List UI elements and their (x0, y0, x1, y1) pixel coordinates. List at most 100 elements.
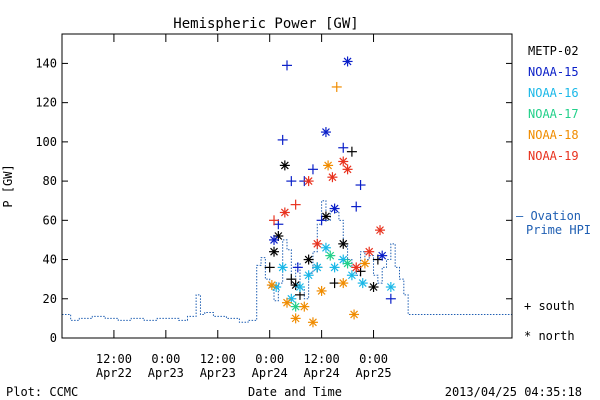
series-noaa-15 (269, 56, 396, 304)
plot-area (62, 56, 512, 328)
north-marker (307, 317, 318, 328)
south-marker (385, 293, 396, 304)
south-marker (286, 274, 297, 285)
north-marker (323, 160, 334, 171)
south-marker (282, 60, 292, 71)
north-marker (338, 238, 349, 249)
north-marker (299, 301, 310, 312)
x-axis: 12:00Apr220:00Apr2312:00Apr230:00Apr2412… (96, 34, 392, 380)
north-marker (351, 262, 362, 273)
x-tick-label-time: 12:00 (200, 352, 236, 366)
north-marker (279, 160, 290, 171)
x-tick-label-time: 0:00 (151, 352, 180, 366)
north-marker (329, 262, 340, 273)
x-tick-label-date: Apr23 (200, 366, 236, 380)
footer-timestamp: 2013/04/25 04:35:18 (445, 385, 582, 399)
north-marker (329, 203, 340, 214)
north-marker (327, 172, 338, 183)
legend-marker-south: + south (524, 299, 575, 313)
legend-entry-noaa-19: NOAA-19 (528, 149, 579, 163)
legend-entry-metp-02: METP-02 (528, 44, 579, 58)
south-marker (346, 146, 357, 157)
chart-title: Hemispheric Power [GW] (173, 16, 358, 32)
north-marker (269, 234, 280, 245)
series-noaa-17 (290, 250, 353, 312)
x-tick-label-time: 0:00 (255, 352, 284, 366)
north-marker (320, 127, 331, 138)
south-marker (269, 215, 280, 226)
x-tick-label-time: 12:00 (304, 352, 340, 366)
north-marker (364, 246, 375, 257)
legend-entry-noaa-17: NOAA-17 (528, 107, 579, 121)
south-marker (338, 142, 349, 153)
north-marker (290, 313, 301, 324)
north-marker (338, 156, 349, 167)
y-tick-label: 100 (35, 135, 57, 149)
north-marker (375, 225, 386, 236)
y-tick-label: 120 (35, 96, 57, 110)
y-tick-label: 20 (43, 292, 57, 306)
legend-entry-noaa-18: NOAA-18 (528, 128, 579, 142)
south-marker (292, 262, 303, 273)
south-marker (307, 164, 318, 175)
north-marker (303, 270, 314, 281)
north-marker (342, 164, 353, 175)
x-tick-label-date: Apr25 (355, 366, 391, 380)
y-tick-label: 0 (50, 331, 57, 345)
north-marker (342, 56, 353, 67)
south-marker (316, 215, 327, 226)
south-marker (277, 134, 288, 145)
y-tick-label: 140 (35, 56, 57, 70)
north-marker (325, 250, 336, 261)
north-marker (312, 262, 323, 273)
plot-frame (61, 33, 513, 339)
south-marker (264, 262, 275, 273)
x-tick-label-date: Apr24 (252, 366, 288, 380)
north-marker (346, 270, 357, 281)
x-tick-label-date: Apr23 (148, 366, 184, 380)
north-marker (294, 282, 305, 293)
x-axis-label: Date and Time (248, 385, 342, 399)
south-marker (355, 180, 366, 191)
north-marker (312, 238, 323, 249)
north-marker (377, 250, 388, 261)
north-marker (385, 282, 396, 293)
series-noaa-19 (269, 156, 386, 273)
x-tick-label-date: Apr24 (304, 366, 340, 380)
north-marker (320, 242, 331, 253)
south-marker (351, 201, 362, 212)
south-marker (290, 199, 301, 210)
north-marker (266, 280, 277, 291)
x-tick-label-time: 0:00 (359, 352, 388, 366)
legend-marker-north: * north (524, 329, 575, 343)
footer-plot-by: Plot: CCMC (6, 385, 78, 399)
north-marker (269, 246, 280, 257)
north-marker (357, 278, 368, 289)
south-marker (329, 278, 340, 289)
north-marker (290, 301, 301, 312)
y-axis: 0 20 40 60 80 100 120 140 (35, 56, 512, 345)
legend-entry-noaa-15: NOAA-15 (528, 65, 579, 79)
north-marker (303, 176, 314, 187)
legend-entry-noaa-16: NOAA-16 (528, 86, 579, 100)
north-marker (338, 278, 349, 289)
y-tick-label: 80 (43, 174, 57, 188)
north-marker (277, 262, 288, 273)
legend-ovation-line2: Prime HPI (526, 223, 591, 237)
south-marker (286, 176, 297, 187)
north-marker (349, 309, 360, 320)
y-axis-label: P [GW] (1, 164, 15, 207)
north-marker (359, 258, 370, 269)
legend: METP-02 NOAA-15 NOAA-16 NOAA-17 NOAA-18 NOAA-… (516, 44, 591, 343)
y-tick-label: 60 (43, 213, 57, 227)
series-metp-02 (264, 146, 383, 300)
y-tick-label: 40 (43, 253, 57, 267)
north-marker (316, 285, 327, 296)
south-marker (331, 81, 342, 92)
north-marker (279, 207, 290, 218)
north-marker (342, 258, 353, 269)
legend-ovation-line1: – Ovation (516, 209, 581, 223)
x-tick-label-date: Apr22 (96, 366, 132, 380)
north-marker (368, 282, 379, 293)
